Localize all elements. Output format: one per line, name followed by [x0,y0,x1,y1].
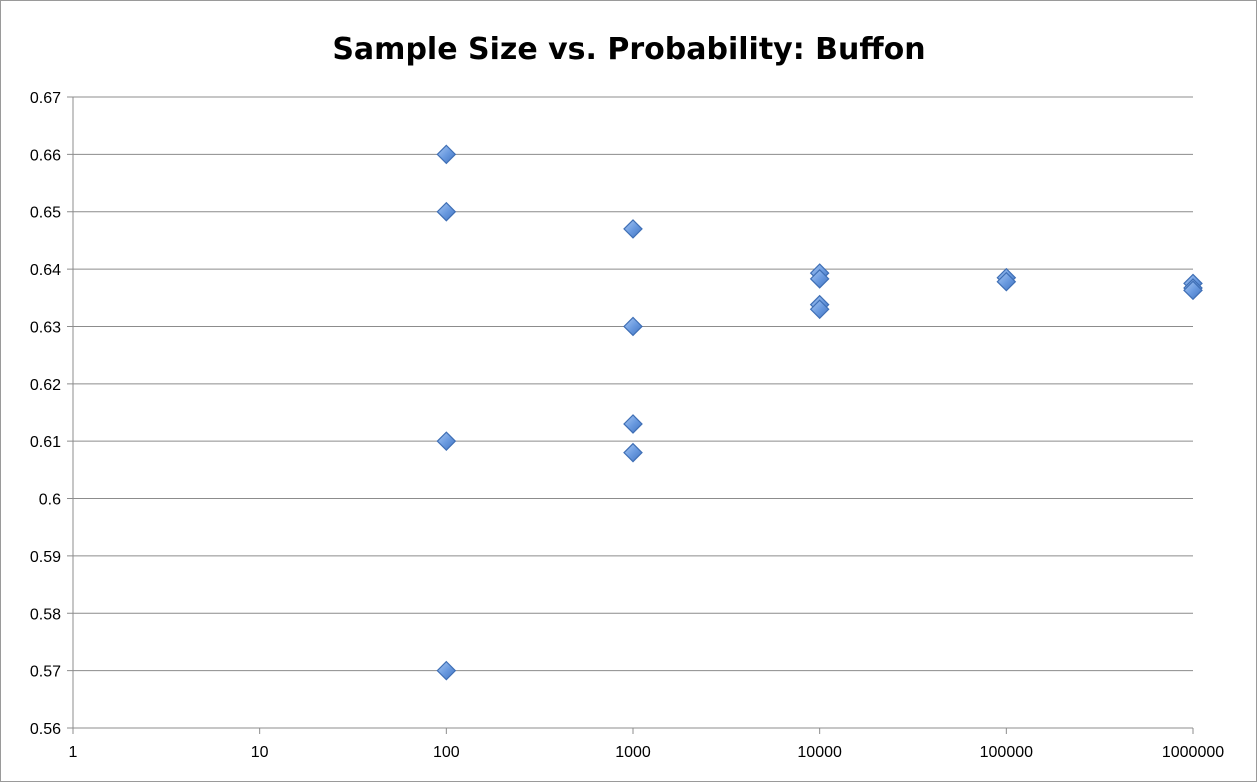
x-tick-label: 1000000 [1162,744,1224,761]
x-tick-label: 100 [433,744,460,761]
y-tick-label: 0.65 [30,205,61,222]
data-point-diamond [996,271,1017,292]
data-point-diamond [436,144,457,165]
y-tick-label: 0.63 [30,319,61,336]
y-tick-label: 0.57 [30,664,61,681]
x-tick-label: 100000 [980,744,1033,761]
y-tick-label: 0.66 [30,147,61,164]
y-tick-label: 0.61 [30,434,61,451]
x-tick-label: 1 [69,744,78,761]
x-tick-label: 1000 [615,744,651,761]
x-tick-label: 10 [251,744,269,761]
y-tick-label: 0.64 [30,262,61,279]
y-axis-tick-labels: 0.56 0.57 0.58 0.59 0.6 0.61 0.62 0.63 0.64 0.65 0… [30,90,61,738]
data-point-diamond [1183,280,1203,301]
y-tick-label: 0.6 [39,492,61,509]
data-point-diamond [436,431,457,452]
data-point-diamond [436,660,457,681]
data-point-diamond [623,219,643,239]
data-points [436,144,1203,681]
y-tick-label: 0.58 [30,606,61,623]
x-tick-label: 10000 [797,744,842,761]
data-point-diamond [809,299,830,320]
chart-title: Sample Size vs. Probability: Buffon [332,32,925,67]
data-point-diamond [623,316,643,337]
axes [72,97,1194,734]
y-tick-label: 0.56 [30,721,61,738]
y-tick-label: 0.59 [30,549,61,566]
gridlines [67,96,1193,729]
data-point-diamond [436,201,457,222]
data-point-diamond [809,268,830,289]
y-tick-label: 0.62 [30,377,61,394]
data-point-diamond [623,442,643,463]
data-point-diamond [623,414,643,434]
x-axis-tick-labels: 1 10 100 1000 10000 100000 1000000 [69,744,1225,761]
y-tick-label: 0.67 [30,90,61,107]
